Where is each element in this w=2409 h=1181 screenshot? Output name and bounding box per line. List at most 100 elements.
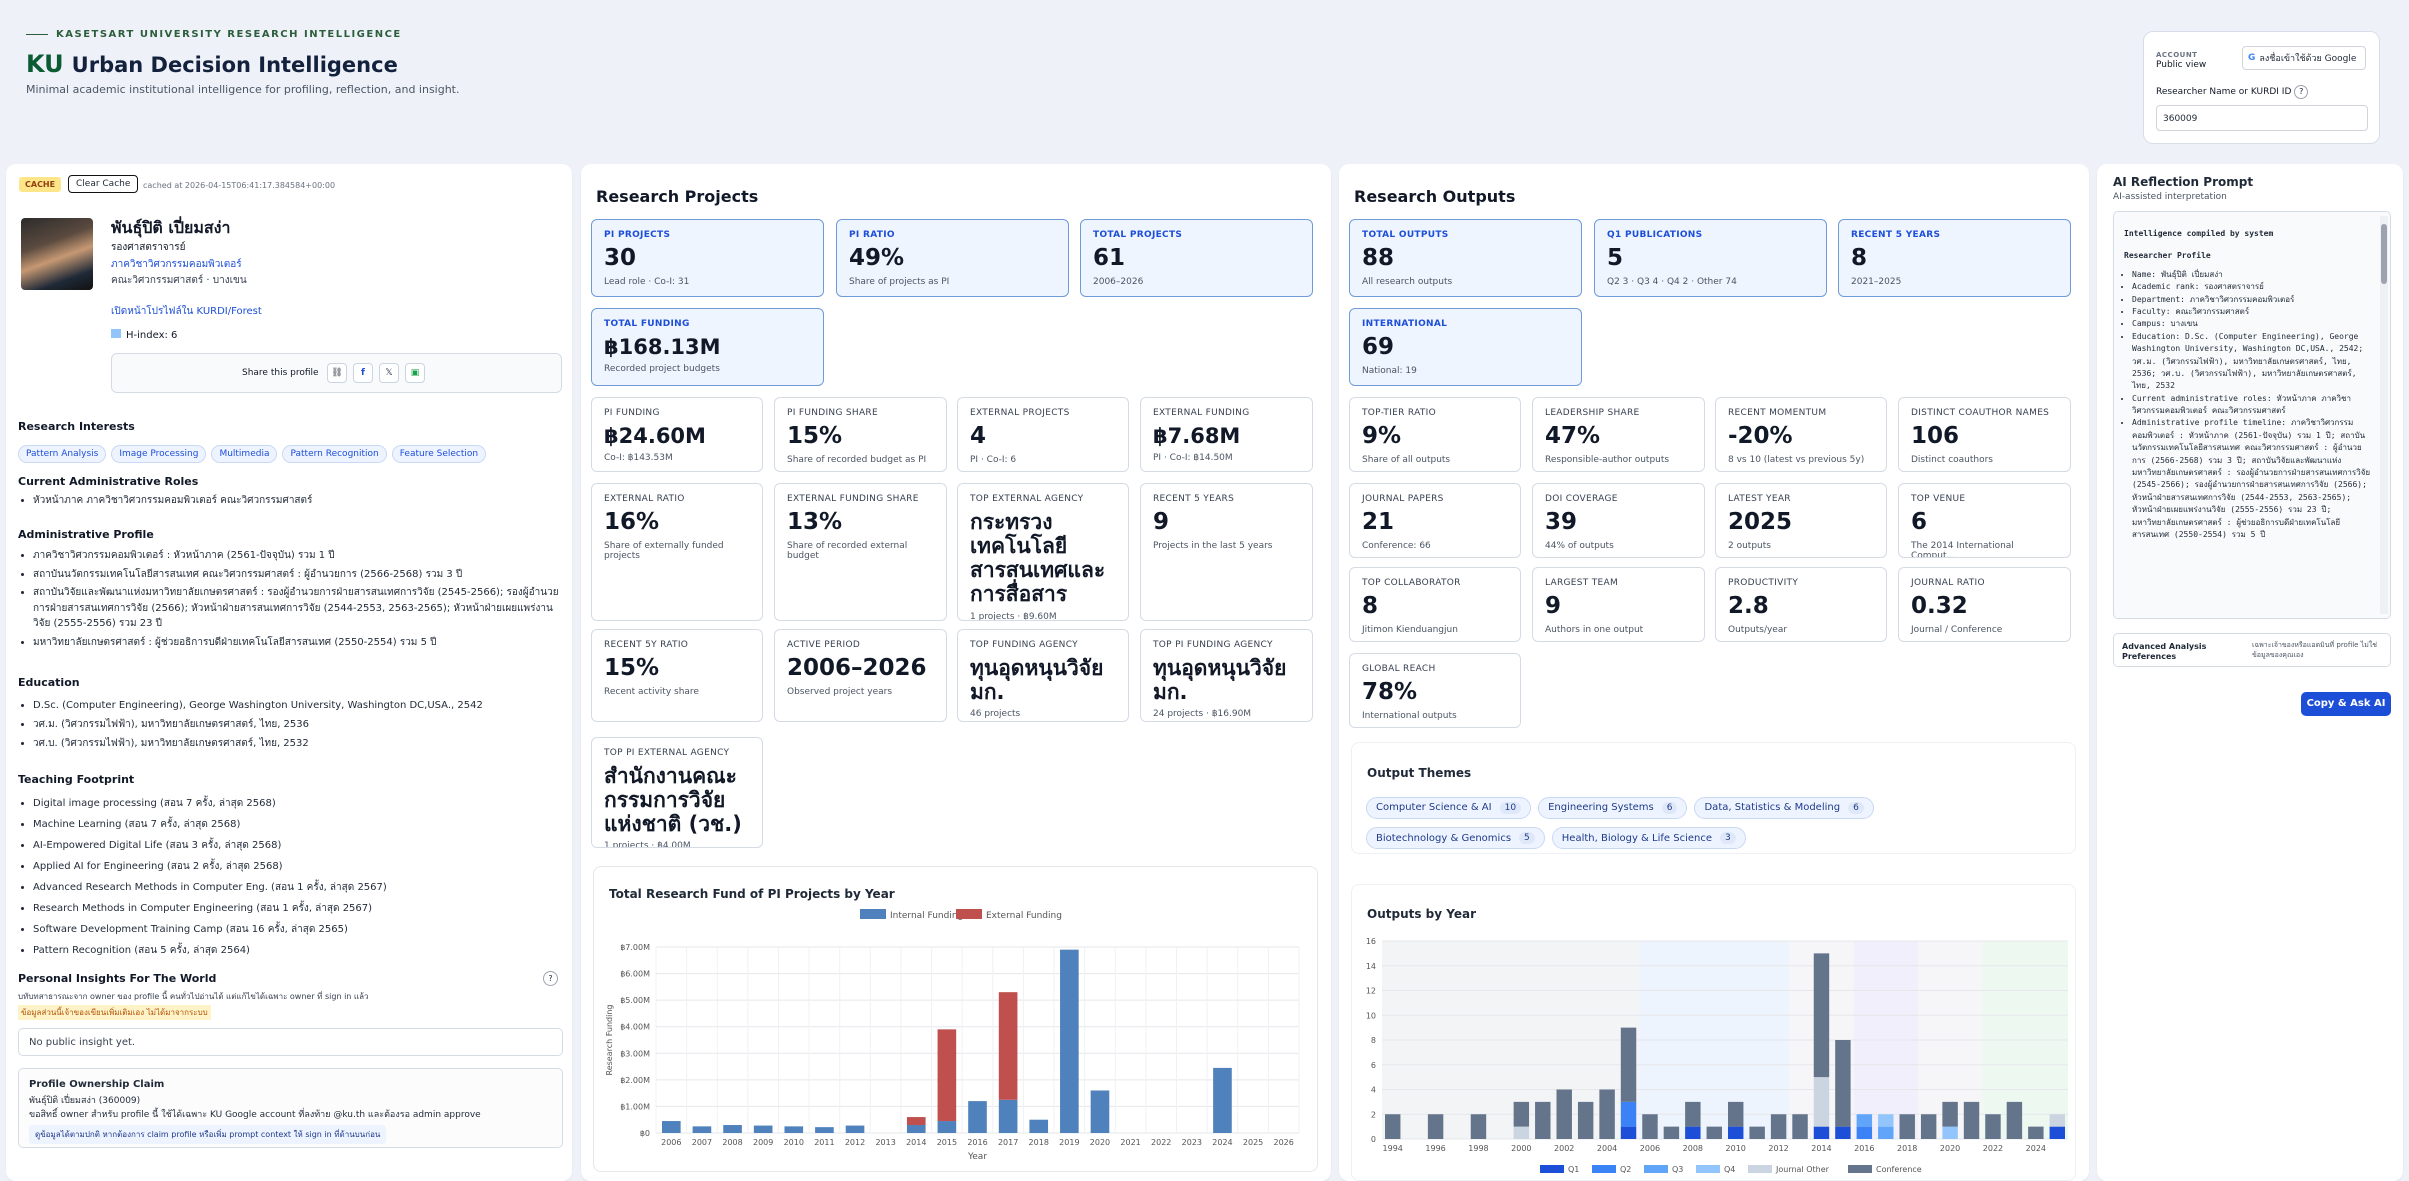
card-label: INTERNATIONAL <box>1362 319 1448 329</box>
card-sub: Share of projects as PI <box>849 276 950 287</box>
researcher-input[interactable]: 360009 <box>2156 105 2368 131</box>
x-tick-label: 2014 <box>1811 1144 1831 1153</box>
output-card-largest-team: LARGEST TEAM 9 Authors in one output <box>1532 567 1705 642</box>
project-card-total-projects: TOTAL PROJECTS 61 2006–2026 <box>1080 219 1313 297</box>
profile-dept[interactable]: ภาควิชาวิศวกรรมคอมพิวเตอร์ <box>111 259 242 270</box>
project-card-pi-funding-share: PI FUNDING SHARE 15% Share of recorded bud… <box>774 397 947 472</box>
bar-external-funding <box>906 1117 926 1126</box>
theme-chips: Computer Science & AI 10 Engineering Syste… <box>1366 795 2066 856</box>
kurdi-profile-link[interactable]: เปิดหน้าโปรไฟล์ใน KURDI/Forest <box>111 306 262 317</box>
bar-q4 <box>1942 1126 1958 1139</box>
card-label: RECENT 5Y RATIO <box>604 640 689 650</box>
legend-label: Q4 <box>1724 1165 1735 1174</box>
ai-panel: AI Reflection Prompt AI-assisted interpr… <box>2097 164 2403 1181</box>
x-tick-label: 2018 <box>1897 1144 1917 1153</box>
help-icon[interactable]: ? <box>2294 85 2309 99</box>
card-value: 15% <box>787 423 843 449</box>
legend-swatch-conference <box>1848 1165 1872 1173</box>
bar-conference <box>1385 1114 1401 1139</box>
x-tick-label: 2008 <box>722 1138 742 1147</box>
outputs-chart-card: Outputs by Year 0 2 4 6 8 10 12 14 16 1994 1996 199… <box>1351 884 2076 1181</box>
output-card-doi-coverage: DOI COVERAGE 39 44% of outputs <box>1532 483 1705 558</box>
list-item: Pattern Recognition (สอน 5 ครั้ง, ล่าสุด… <box>33 940 563 961</box>
x-tick-label: 2020 <box>1940 1144 1960 1153</box>
theme-chip[interactable]: Biotechnology & Genomics 5 <box>1366 827 1545 849</box>
ai-prompt-box[interactable]: Intelligence compiled by system Research… <box>2113 211 2391 619</box>
list-item: D.Sc. (Computer Engineering), George Was… <box>33 696 563 715</box>
theme-count: 6 <box>1661 801 1678 814</box>
card-label: TOP-TIER RATIO <box>1362 408 1436 418</box>
bar-conference <box>1770 1114 1787 1139</box>
y-tick-label: 10 <box>1366 1011 1376 1020</box>
x-tick-label: 2016 <box>1854 1144 1874 1153</box>
theme-chip[interactable]: Health, Biology & Life Science 3 <box>1551 827 1746 849</box>
copy-ask-ai-button[interactable]: Copy & Ask AI <box>2301 692 2391 716</box>
profile-rank: รองศาสตราจารย์ <box>111 242 186 253</box>
researcher-field-label-text: Researcher Name or KURDI ID <box>2156 87 2292 97</box>
card-label: TOP EXTERNAL AGENCY <box>970 494 1084 504</box>
bar-internal-funding <box>784 1126 804 1133</box>
card-label: RECENT MOMENTUM <box>1728 408 1827 418</box>
facebook-icon[interactable]: f <box>353 363 373 383</box>
x-tick-label: 2017 <box>998 1138 1018 1147</box>
card-label: TOP PI FUNDING AGENCY <box>1153 640 1273 650</box>
y-tick-label: ฿2.00M <box>620 1076 650 1085</box>
x-tick-label: 2007 <box>692 1138 712 1147</box>
x-tick-label: 2000 <box>1511 1144 1531 1153</box>
profile-photo <box>21 218 93 290</box>
card-label: TOP COLLABORATOR <box>1362 578 1461 588</box>
project-card-active-period: ACTIVE PERIOD 2006–2026 Observed project y… <box>774 629 947 722</box>
project-card-top-pi-funding-agency: TOP PI FUNDING AGENCY ทุนอุดหนุนวิจัย มก.… <box>1140 629 1313 722</box>
legend-label: Q1 <box>1568 1165 1579 1174</box>
y-tick-label: 6 <box>1371 1061 1376 1070</box>
google-signin-button[interactable]: G ลงชื่อเข้าใช้ด้วย Google <box>2242 46 2366 70</box>
help-icon[interactable]: ? <box>543 971 558 986</box>
x-tick-label: 1996 <box>1425 1144 1445 1153</box>
legend-label: Journal Other <box>1775 1165 1830 1174</box>
card-label: LARGEST TEAM <box>1545 578 1619 588</box>
x-icon[interactable]: 𝕏 <box>379 363 399 383</box>
output-card-global-reach: GLOBAL REACH 78% International outputs <box>1349 653 1521 728</box>
card-sub: Q2 3 · Q3 4 · Q4 2 · Other 74 <box>1607 276 1737 287</box>
theme-name: Biotechnology & Genomics <box>1376 832 1512 844</box>
x-tick-label: 2012 <box>1768 1144 1788 1153</box>
card-label: JOURNAL RATIO <box>1911 578 1985 588</box>
list-item: Academic rank: รองศาสตราจารย์ <box>2132 281 2372 293</box>
copy-link-icon[interactable]: ⛓ <box>327 363 347 383</box>
card-sub: All research outputs <box>1362 276 1453 287</box>
bar-internal-funding <box>692 1126 712 1133</box>
scrollbar-thumb[interactable] <box>2381 224 2387 284</box>
x-tick-label: 2014 <box>906 1138 926 1147</box>
interest-tag: Multimedia <box>211 445 278 463</box>
education-title: Education <box>18 676 80 689</box>
list-item: สถาบันนวัตกรรมเทคโนโลยีสารสนเทศ คณะวิศวก… <box>33 567 563 583</box>
bar-q1 <box>1728 1126 1744 1139</box>
bar-internal-funding <box>1213 1067 1232 1133</box>
clear-cache-button[interactable]: Clear Cache <box>68 175 139 193</box>
theme-chip[interactable]: Data, Statistics & Modeling 6 <box>1694 796 1874 819</box>
advanced-label: Advanced Analysis Preferences <box>2122 642 2207 662</box>
bar-conference <box>1663 1126 1680 1139</box>
bar-internal-funding <box>906 1125 926 1133</box>
list-item: วศ.บ. (วิศวกรรมไฟฟ้า), มหาวิทยาลัยเกษตรศ… <box>33 734 563 753</box>
y-tick-label: ฿3.00M <box>620 1049 650 1058</box>
y-tick-label: 4 <box>1371 1086 1376 1095</box>
bar-journal-other <box>1813 1077 1830 1127</box>
bar-conference <box>1728 1101 1744 1127</box>
theme-count: 6 <box>1848 801 1864 814</box>
share-bar: Share this profile ⛓ f 𝕏 ▣ <box>111 353 562 393</box>
advanced-preferences[interactable]: Advanced Analysis Preferences เฉพาะเจ้าข… <box>2113 633 2391 667</box>
bar-conference <box>1620 1027 1637 1102</box>
themes-card: Output Themes Computer Science & AI 10 Eng… <box>1351 742 2076 854</box>
card-sub: 8 vs 10 (latest vs previous 5y) <box>1728 454 1865 465</box>
education-list: D.Sc. (Computer Engineering), George Was… <box>18 696 563 753</box>
theme-chip[interactable]: Computer Science & AI 10 <box>1366 796 1532 819</box>
claim-title: Profile Ownership Claim <box>29 1079 165 1090</box>
scrollbar[interactable] <box>2380 216 2388 614</box>
bar-internal-funding <box>845 1125 865 1133</box>
card-value: 5 <box>1607 245 1624 271</box>
roles-title: Current Administrative Roles <box>18 475 199 488</box>
theme-chip[interactable]: Engineering Systems 6 <box>1538 796 1688 819</box>
theme-count: 5 <box>1519 832 1535 844</box>
line-icon[interactable]: ▣ <box>405 363 425 383</box>
